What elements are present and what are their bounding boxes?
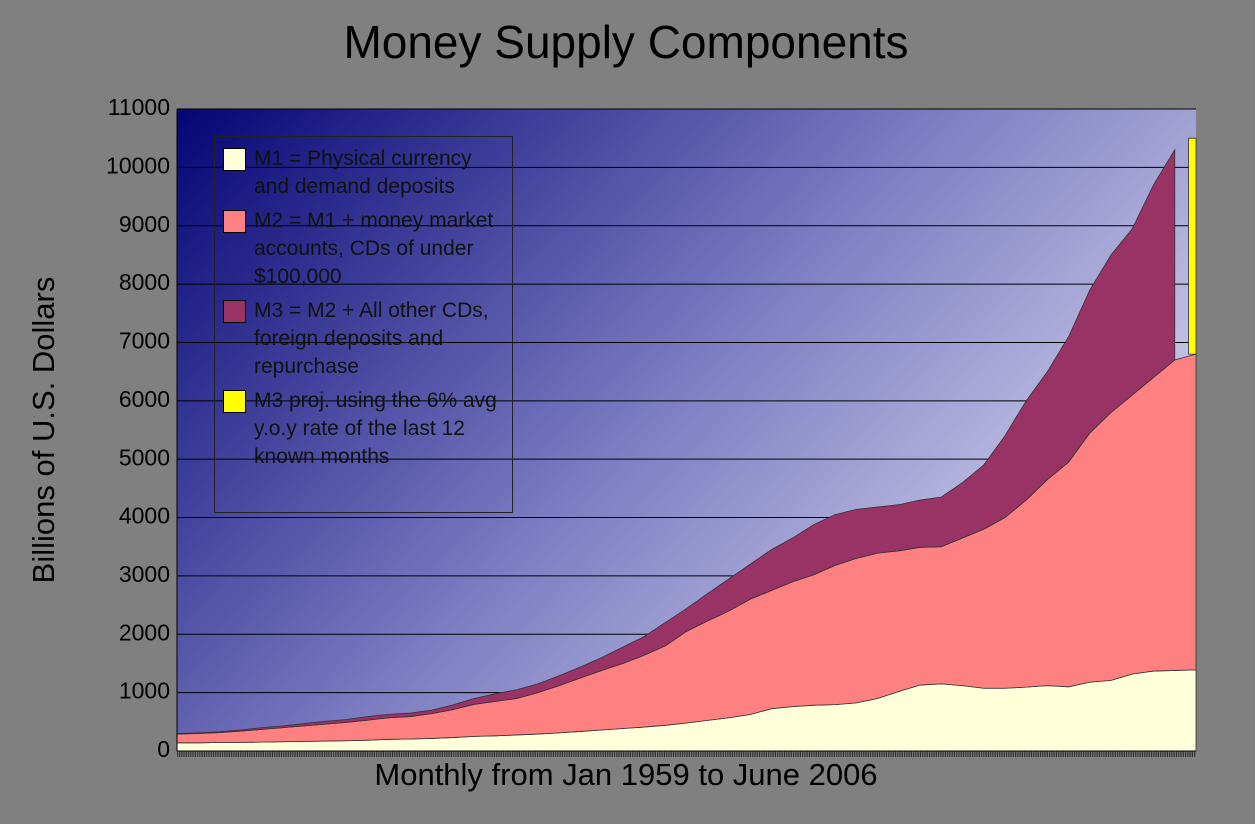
y-tick-label: 2000 bbox=[119, 619, 170, 645]
legend-swatch bbox=[223, 390, 246, 413]
x-axis-ticks bbox=[177, 751, 1196, 757]
y-tick-label: 0 bbox=[157, 736, 170, 762]
legend-label: M2 = M1 + money market accounts, CDs of … bbox=[254, 209, 494, 288]
y-tick-label: 7000 bbox=[119, 328, 170, 354]
legend-label: M3 = M2 + All other CDs, foreign deposit… bbox=[254, 299, 489, 378]
y-tick-label: 4000 bbox=[119, 503, 170, 529]
y-tick-label: 9000 bbox=[119, 211, 170, 237]
y-tick-label: 6000 bbox=[119, 386, 170, 412]
legend-swatch bbox=[223, 148, 246, 171]
y-tick-label: 5000 bbox=[119, 444, 170, 470]
area bbox=[176, 148, 1176, 735]
y-tick-label: 1000 bbox=[119, 678, 170, 704]
legend: M1 = Physical currency and demand deposi… bbox=[214, 136, 513, 513]
y-tick-label: 11000 bbox=[108, 94, 170, 120]
y-tick-label: 3000 bbox=[119, 561, 170, 587]
y-tick-label: 8000 bbox=[119, 269, 170, 295]
chart-title: Money Supply Components bbox=[343, 16, 908, 68]
legend-label: M1 = Physical currency and demand deposi… bbox=[254, 147, 472, 198]
x-axis-label: Monthly from Jan 1959 to June 2006 bbox=[374, 757, 877, 792]
area bbox=[1188, 137, 1197, 355]
y-axis-label: Billions of U.S. Dollars bbox=[26, 277, 61, 584]
legend-entry: M2 = M1 + money market accounts, CDs of … bbox=[223, 207, 506, 291]
legend-swatch bbox=[223, 210, 246, 233]
legend-entry: M3 = M2 + All other CDs, foreign deposit… bbox=[223, 297, 506, 381]
y-tick-label: 10000 bbox=[106, 152, 170, 178]
legend-swatch bbox=[223, 300, 246, 323]
legend-label: M3 proj. using the 6% avg y.o.y rate of … bbox=[254, 389, 497, 468]
legend-entry: M3 proj. using the 6% avg y.o.y rate of … bbox=[223, 387, 506, 471]
legend-entry: M1 = Physical currency and demand deposi… bbox=[223, 145, 506, 201]
